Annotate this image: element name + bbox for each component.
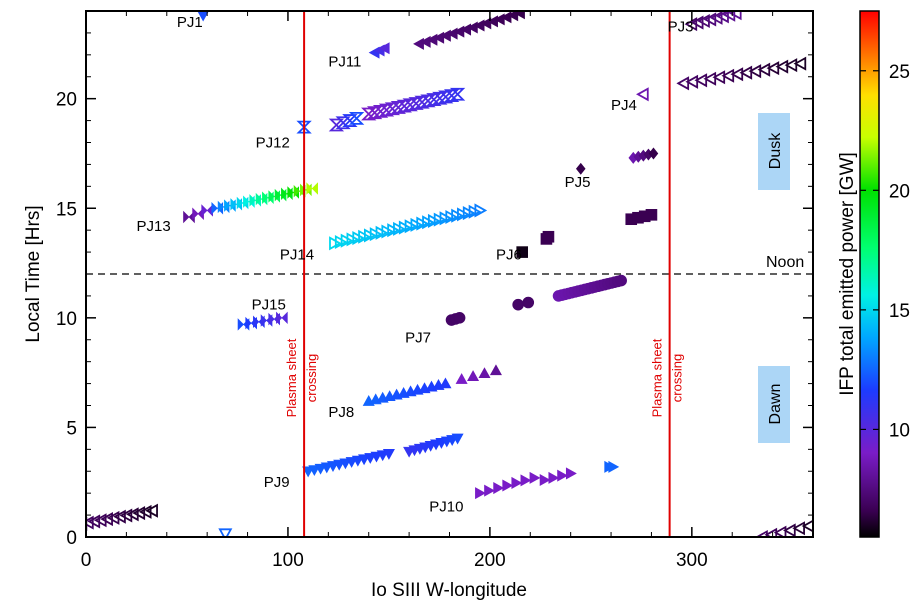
pj12-data-point xyxy=(296,120,312,134)
colorbar-label: IFP total emitted power [GW] xyxy=(837,152,858,396)
region-labels: Dusk Dawn xyxy=(758,113,790,443)
pj9-data-point xyxy=(451,433,464,445)
label-pj4: PJ4 xyxy=(611,97,637,114)
colorbar-tick-label: 15 xyxy=(889,301,910,322)
pj8-data-point xyxy=(467,370,480,381)
pj9-data-point xyxy=(382,449,395,460)
x-axis-label: Io SIII W-longitude xyxy=(371,580,527,601)
pj12-data-point xyxy=(449,87,466,101)
x-tick-label: 0 xyxy=(81,550,92,571)
pj3-data-point xyxy=(764,527,778,537)
label-pj6: PJ6 xyxy=(496,246,522,263)
pj3-data-point xyxy=(773,525,787,537)
pj6-data-point xyxy=(542,230,555,243)
reference-lines: Noon Plasma sheet crossing Plasma sheet cros… xyxy=(86,11,813,537)
pj13-data-point xyxy=(306,182,318,195)
dawn-box xyxy=(758,366,790,443)
colorbar-tick-label: 10 xyxy=(889,420,910,441)
pj3-data-point xyxy=(792,521,805,536)
dawn-label: Dawn xyxy=(767,384,784,425)
pj1-data-point xyxy=(197,11,209,22)
data-point xyxy=(218,528,233,537)
pj10-data-point xyxy=(502,479,514,492)
x-tick-label: 300 xyxy=(676,550,708,571)
pj3-data-point xyxy=(676,76,690,91)
y-tick-label: 20 xyxy=(56,90,77,111)
plasma-sheet-label: Plasma sheet xyxy=(650,338,665,417)
pj6-data-point xyxy=(516,246,529,258)
y-tick-label: 10 xyxy=(56,309,77,330)
pj10-data-point xyxy=(529,471,541,484)
label-pj13: PJ13 xyxy=(136,218,170,235)
label-pj1: PJ1 xyxy=(177,14,203,31)
pj11-data-point xyxy=(378,42,390,55)
pj8-data-point xyxy=(478,367,491,379)
colorbar-tick-label: 25 xyxy=(889,62,910,83)
pj8-data-point xyxy=(489,364,502,376)
pj10-data-point xyxy=(475,487,486,500)
pj3-data-point xyxy=(728,11,742,21)
noon-label: Noon xyxy=(766,254,804,271)
label-pj14: PJ14 xyxy=(280,246,314,263)
pj7-data-point xyxy=(512,298,524,311)
data-markers xyxy=(86,11,813,537)
pj11-data-point xyxy=(514,11,525,20)
pj13-data-point xyxy=(201,204,213,217)
pj5-data-point xyxy=(648,147,659,160)
colorbar xyxy=(859,10,880,538)
pj10-data-point xyxy=(520,474,532,487)
pj12-data-point xyxy=(348,111,365,125)
y-axis-label: Local Time [Hrs] xyxy=(23,205,44,342)
label-pj3: PJ3 xyxy=(668,18,694,35)
dusk-label: Dusk xyxy=(767,132,784,169)
pj10-data-point xyxy=(493,482,505,495)
pj8-data-point xyxy=(455,373,468,384)
colorbar-tick-label: 20 xyxy=(889,181,910,202)
pj7-data-point xyxy=(453,312,466,324)
x-tick-label: 100 xyxy=(272,550,304,571)
pj3-data-point xyxy=(783,523,796,537)
pj3-data-point xyxy=(801,519,813,533)
pj10-data-point xyxy=(608,460,620,473)
plasma-sheet-label-2: crossing xyxy=(304,354,319,402)
label-pj9: PJ9 xyxy=(264,474,290,491)
label-pj7: PJ7 xyxy=(405,330,431,347)
pj10-data-point xyxy=(511,476,523,489)
label-pj5: PJ5 xyxy=(565,174,591,191)
pj3-data-point xyxy=(86,516,88,531)
pj7-data-point xyxy=(615,274,627,287)
pj3-data-point xyxy=(755,529,768,537)
axis-ticks: 0 100 200 300 0 5 10 15 20 xyxy=(56,11,813,571)
pj7-data-point xyxy=(522,296,535,309)
pj4-data-point xyxy=(636,87,649,102)
pj10-data-point xyxy=(484,484,495,497)
pj8-data-point xyxy=(439,377,452,389)
label-pj11: PJ11 xyxy=(328,53,361,70)
pj3-data-point xyxy=(793,56,807,71)
pj10-data-point xyxy=(548,471,560,484)
pj11-data-point xyxy=(413,37,424,50)
plasma-sheet-label-2: crossing xyxy=(670,354,685,402)
y-tick-label: 0 xyxy=(66,528,77,549)
pj15-data-point xyxy=(276,311,288,325)
pj10-data-point xyxy=(539,474,551,487)
pj10-data-point xyxy=(565,467,577,480)
series-labels: PJ1 PJ3 PJ4 PJ5 PJ6 PJ7 PJ8 PJ9 PJ10 PJ11 PJ12 PJ13… xyxy=(136,14,693,515)
y-tick-label: 15 xyxy=(56,199,77,220)
label-pj15: PJ15 xyxy=(252,297,286,314)
pj14-data-point xyxy=(474,203,488,218)
colorbar-ticks: 10 15 20 25 xyxy=(860,62,910,441)
plasma-sheet-label: Plasma sheet xyxy=(284,338,299,417)
x-tick-label: 200 xyxy=(474,550,506,571)
label-pj12: PJ12 xyxy=(256,135,290,152)
label-pj8: PJ8 xyxy=(328,404,354,421)
pj6-data-point xyxy=(645,209,658,221)
pj5-data-point xyxy=(575,162,586,175)
dusk-box xyxy=(758,113,790,190)
pj10-data-point xyxy=(557,469,569,482)
label-pj10: PJ10 xyxy=(429,498,463,515)
y-tick-label: 5 xyxy=(66,418,77,439)
pj3-data-point xyxy=(145,503,158,518)
